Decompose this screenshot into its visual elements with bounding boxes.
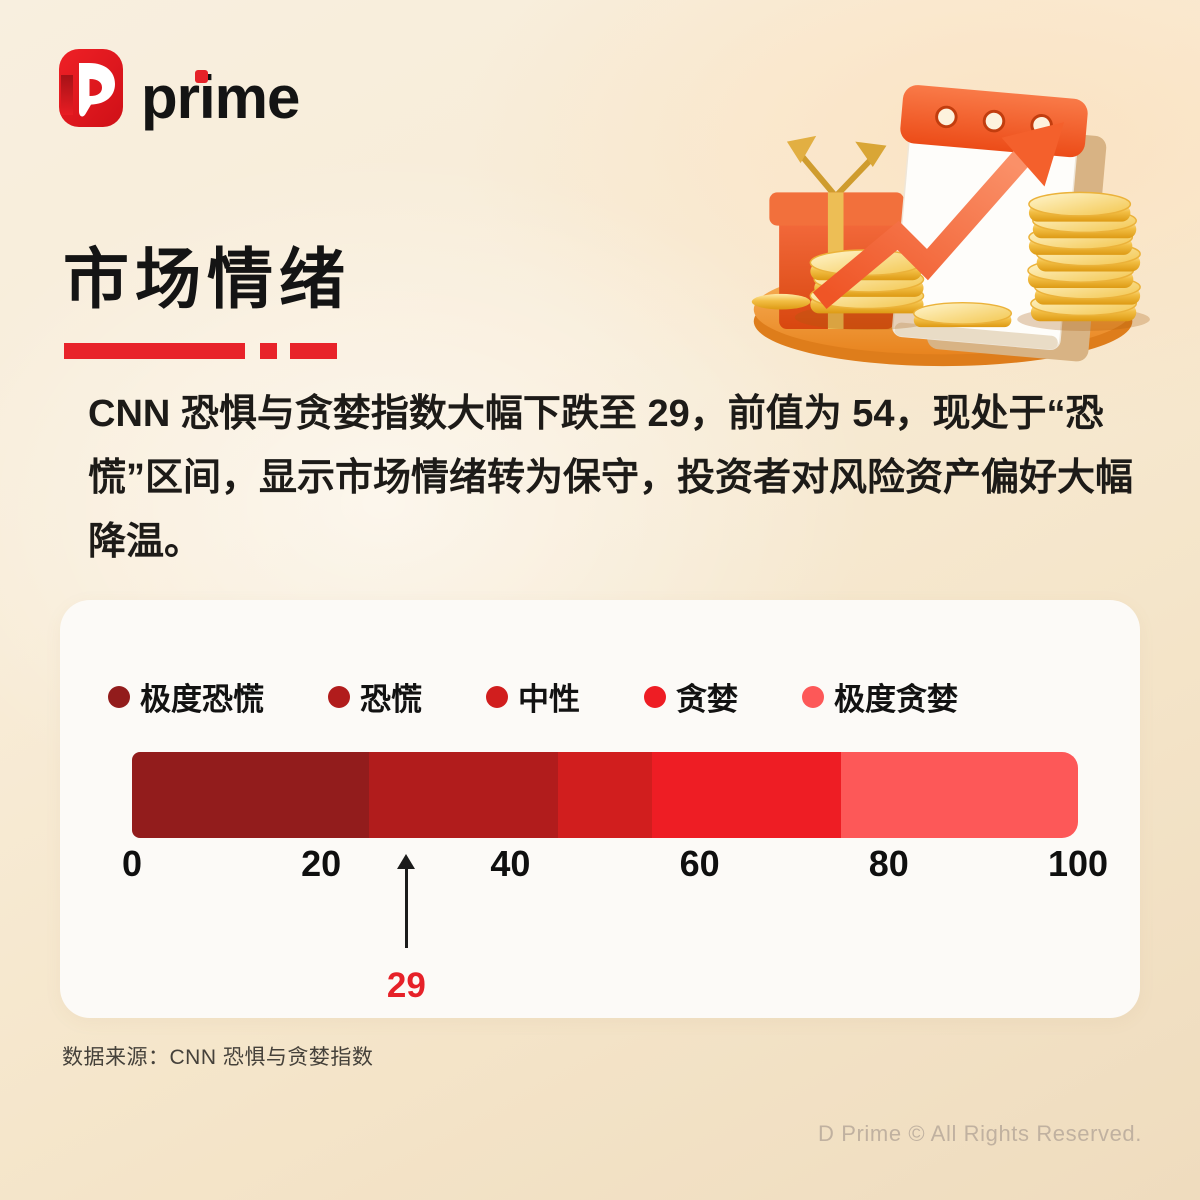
legend-label: 恐慌 <box>360 682 422 717</box>
legend-label: 贪婪 <box>676 682 738 717</box>
bar-segment <box>652 752 842 838</box>
chart-legend: 极度恐慌 恐慌 中性 贪婪 极度贪婪 <box>108 674 958 719</box>
gauge-bar <box>132 752 1078 838</box>
legend-item: 贪婪 <box>644 674 738 719</box>
bar-segment <box>841 752 1078 838</box>
legend-item: 中性 <box>486 674 580 719</box>
coin-stack-right <box>1017 191 1150 331</box>
brand-logo: prime <box>59 49 300 132</box>
gauge-chart: 0 20 40 60 80 100 29 <box>122 600 1108 1018</box>
axis-tick: 80 <box>868 843 909 884</box>
axis-tick: 40 <box>490 843 531 884</box>
axis-tick: 60 <box>679 843 720 884</box>
legend-dot <box>802 685 824 708</box>
red-i-dot <box>195 70 208 83</box>
data-source-note: 数据来源：CNN 恐惧与贪婪指数 <box>62 1046 374 1069</box>
marker-line <box>404 868 408 948</box>
bar-segment <box>557 752 653 838</box>
brand-name-text: prime <box>141 64 300 131</box>
bar-segment <box>368 752 558 838</box>
legend-dot <box>486 685 508 708</box>
axis-tick: 20 <box>301 843 342 884</box>
legend-dot <box>328 685 350 708</box>
d-logo-icon <box>59 49 123 127</box>
axis-tick: 100 <box>1047 843 1109 884</box>
calendar-coins-illustration <box>751 85 1150 367</box>
growth-arrow-icon <box>812 122 1065 310</box>
legend-item: 极度贪婪 <box>802 674 958 719</box>
axis-tick: 0 <box>121 843 143 884</box>
current-value-label: 29 <box>386 966 426 1005</box>
underline-bar-long <box>64 343 245 359</box>
legend-dot <box>108 685 130 708</box>
legend-label: 极度恐慌 <box>140 682 264 717</box>
underline-square <box>260 343 277 359</box>
legend-item: 极度恐慌 <box>108 674 264 719</box>
arrow-up-icon <box>397 854 416 869</box>
title-underline <box>64 343 337 359</box>
legend-label: 极度贪婪 <box>834 682 958 717</box>
legend-label: 中性 <box>518 682 580 717</box>
page-title: 市场情绪 <box>63 242 351 316</box>
bar-segment <box>132 752 369 838</box>
legend-dot <box>644 685 666 708</box>
brand-name: prime <box>141 63 300 132</box>
copyright-text: D Prime © All Rights Reserved. <box>818 1121 1142 1146</box>
summary-text: CNN 恐惧与贪婪指数大幅下跌至 29，前值为 54，现处于“恐慌”区间，显示市… <box>88 393 1134 563</box>
legend-item: 恐慌 <box>328 674 422 719</box>
x-axis: 0 20 40 60 80 100 <box>122 843 1108 887</box>
underline-bar-short <box>290 343 337 359</box>
